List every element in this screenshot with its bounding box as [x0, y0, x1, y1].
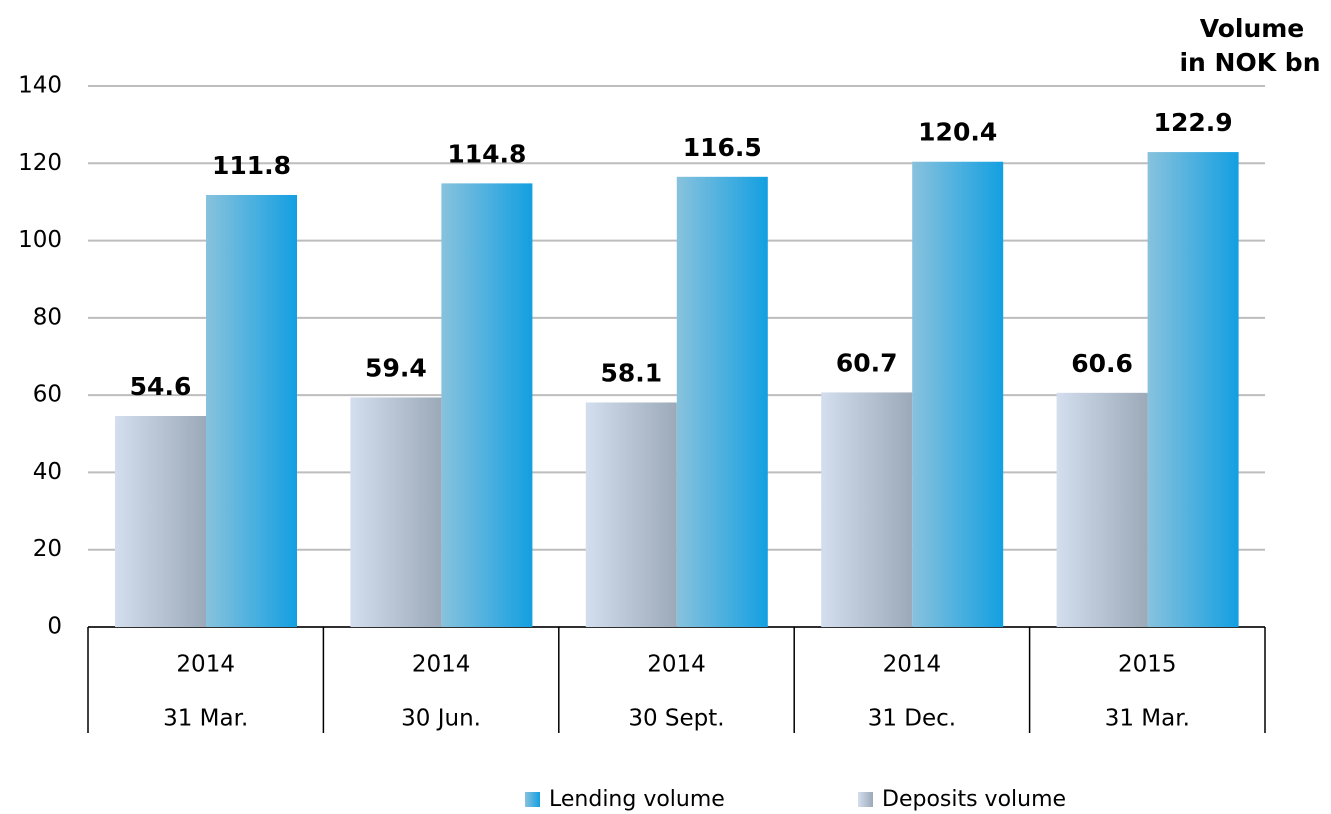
bar: [912, 161, 1004, 628]
data-label: 111.8: [212, 151, 291, 180]
bar: [1147, 152, 1239, 627]
y-tick-label: 100: [18, 227, 62, 253]
bar: [1056, 392, 1148, 627]
bar: [585, 402, 677, 627]
bar: [115, 416, 206, 627]
data-label: 60.7: [836, 348, 898, 377]
x-tick-label: 30 Sept.: [628, 706, 724, 732]
data-label: 60.6: [1071, 349, 1133, 378]
x-tick-label: 30 Jun.: [401, 706, 481, 732]
data-label: 54.6: [130, 372, 192, 401]
x-tick-label: 31 Mar.: [163, 706, 248, 732]
legend-label: Lending volume: [549, 787, 725, 812]
bar: [821, 392, 913, 627]
data-label: 116.5: [683, 133, 762, 162]
data-label: 120.4: [918, 118, 997, 147]
bar: [441, 183, 533, 627]
data-label: 58.1: [600, 358, 662, 387]
x-tick-label: 31 Mar.: [1105, 706, 1190, 732]
data-label: 114.8: [447, 139, 526, 168]
bar: [676, 176, 768, 627]
x-tick-year: 2014: [176, 652, 235, 678]
bar: [206, 194, 297, 628]
y-axis-label: in NOK bn: [1179, 48, 1320, 77]
bar: [350, 397, 442, 627]
y-tick-label: 80: [33, 304, 62, 330]
data-label: 122.9: [1154, 108, 1233, 137]
y-tick-label: 120: [18, 150, 62, 176]
x-tick-year: 2014: [412, 652, 471, 678]
y-tick-label: 40: [33, 459, 62, 485]
x-tick-label: 31 Dec.: [868, 706, 956, 732]
legend-swatch: [525, 792, 540, 807]
y-tick-label: 0: [47, 614, 62, 640]
legend-swatch: [858, 792, 873, 807]
x-tick-year: 2014: [647, 652, 706, 678]
y-axis-label: Volume: [1200, 14, 1305, 43]
legend-label: Deposits volume: [882, 787, 1066, 812]
y-tick-label: 60: [33, 382, 62, 408]
x-tick-year: 2014: [883, 652, 942, 678]
y-tick-label: 140: [18, 73, 62, 99]
y-tick-label: 20: [33, 536, 62, 562]
x-tick-year: 2015: [1118, 652, 1177, 678]
data-label: 59.4: [365, 353, 427, 382]
